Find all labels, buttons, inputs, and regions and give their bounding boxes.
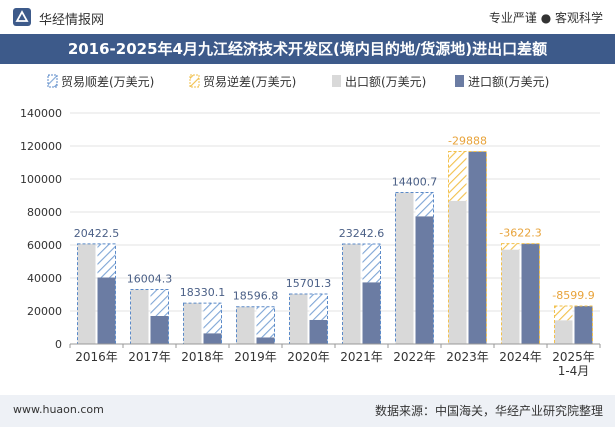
x-axis: 2016年 2017年 2018年 2019年 2020年 2021年 2022年 2023年… xyxy=(69,343,601,378)
export-bar xyxy=(77,243,96,344)
export-bar xyxy=(342,244,361,344)
import-bar xyxy=(97,277,116,344)
export-bar xyxy=(554,320,573,344)
legend-label: 贸易逆差(万美元) xyxy=(203,74,296,89)
import-bar xyxy=(574,306,593,344)
import-bar xyxy=(203,333,222,344)
legend-swatch xyxy=(332,75,341,87)
surplus-outline xyxy=(236,306,275,345)
data-labels: 20422.5 16004.3 18330.1 18596.8 15701.3 23242… xyxy=(74,134,595,302)
surplus-fill xyxy=(150,289,169,316)
export-bar xyxy=(183,303,202,344)
data-source: 数据来源：中国海关，华经产业研究院整理 xyxy=(374,404,603,418)
data-label: 15701.3 xyxy=(286,277,332,290)
tagline: 专业严谨 ● 客观科学 xyxy=(488,11,603,25)
title-bar: 2016-2025年4月九江经济技术开发区(境内目的地/货源地)进出口差额 xyxy=(0,34,615,64)
surplus-fill xyxy=(362,244,381,283)
export-bar xyxy=(501,249,520,344)
export-bar xyxy=(289,294,308,344)
legend-swatch xyxy=(455,75,464,87)
y-tick-label: 140000 xyxy=(20,107,62,120)
huajing-logo-icon xyxy=(13,8,31,26)
x-tick-label: 2021年 xyxy=(340,350,383,364)
data-label: 14400.7 xyxy=(392,176,438,189)
export-bar xyxy=(448,200,467,344)
x-tick-label: 2024年 xyxy=(499,350,542,364)
x-tick-label: 2016年 xyxy=(75,350,118,364)
deficit-fill xyxy=(554,306,573,321)
x-tick-label: 2018年 xyxy=(181,350,224,364)
import-bar xyxy=(150,315,169,344)
import-bar xyxy=(256,337,275,344)
surplus-fill xyxy=(415,192,434,217)
x-tick-label: 2023年 xyxy=(446,350,489,364)
x-tick-label: 1-4月 xyxy=(558,364,590,378)
data-label: -29888 xyxy=(448,134,487,147)
surplus-fill xyxy=(97,243,116,278)
y-tick-label: 0 xyxy=(55,338,62,351)
deficit-outline xyxy=(554,305,593,345)
deficit-fill xyxy=(501,243,520,250)
legend-label: 出口额(万美元) xyxy=(345,75,426,89)
bars xyxy=(77,150,593,345)
import-bar xyxy=(468,151,487,344)
import-bar xyxy=(415,216,434,344)
x-tick-label: 2017年 xyxy=(128,350,171,364)
x-tick-label: 2019年 xyxy=(234,350,277,364)
surplus-fill xyxy=(256,306,275,338)
legend: 贸易顺差(万美元) 贸易逆差(万美元) 出口额(万美元) 进口额(万美元) xyxy=(47,74,549,89)
data-label: 23242.6 xyxy=(339,227,385,240)
data-label: -3622.3 xyxy=(499,227,541,240)
export-bar xyxy=(395,192,414,344)
x-tick-label: 2020年 xyxy=(287,350,330,364)
y-tick-label: 20000 xyxy=(27,305,62,318)
y-tick-label: 100000 xyxy=(20,173,62,186)
data-label: 18596.8 xyxy=(233,290,279,303)
surplus-fill xyxy=(309,294,328,320)
x-tick-label: 2025年 xyxy=(552,350,595,364)
footer: www.huaon.com 数据来源：中国海关，华经产业研究院整理 xyxy=(0,395,615,427)
surplus-fill xyxy=(203,303,222,334)
y-tick-label: 60000 xyxy=(27,239,62,252)
import-bar xyxy=(362,282,381,344)
y-tick-label: 80000 xyxy=(27,206,62,219)
chart-title: 2016-2025年4月九江经济技术开发区(境内目的地/货源地)进出口差额 xyxy=(67,40,548,58)
legend-label: 贸易顺差(万美元) xyxy=(61,75,154,89)
export-bar xyxy=(130,289,149,344)
export-bar xyxy=(236,306,255,344)
top-bar: 华经情报网 专业严谨 ● 客观科学 xyxy=(0,0,615,34)
brand-name: 华经情报网 xyxy=(39,13,105,28)
data-label: 20422.5 xyxy=(74,227,120,240)
y-tick-label: 40000 xyxy=(27,272,62,285)
website-link[interactable]: www.huaon.com xyxy=(13,403,104,416)
legend-swatch xyxy=(47,74,58,88)
import-bar xyxy=(521,243,540,344)
data-label: 18330.1 xyxy=(180,286,226,299)
y-tick-label: 120000 xyxy=(20,140,62,153)
y-axis: 0 20000 40000 60000 80000 100000 120000 140000 xyxy=(20,107,62,351)
deficit-fill xyxy=(448,151,467,201)
legend-label: 进口额(万美元) xyxy=(468,75,549,89)
legend-swatch xyxy=(189,74,200,88)
import-bar xyxy=(309,319,328,344)
data-label: 16004.3 xyxy=(127,273,173,286)
chart-area: 贸易顺差(万美元) 贸易逆差(万美元) 出口额(万美元) 进口额(万美元) 0 2000… xyxy=(20,74,601,378)
x-tick-label: 2022年 xyxy=(393,350,436,364)
data-label: -8599.9 xyxy=(552,289,594,302)
